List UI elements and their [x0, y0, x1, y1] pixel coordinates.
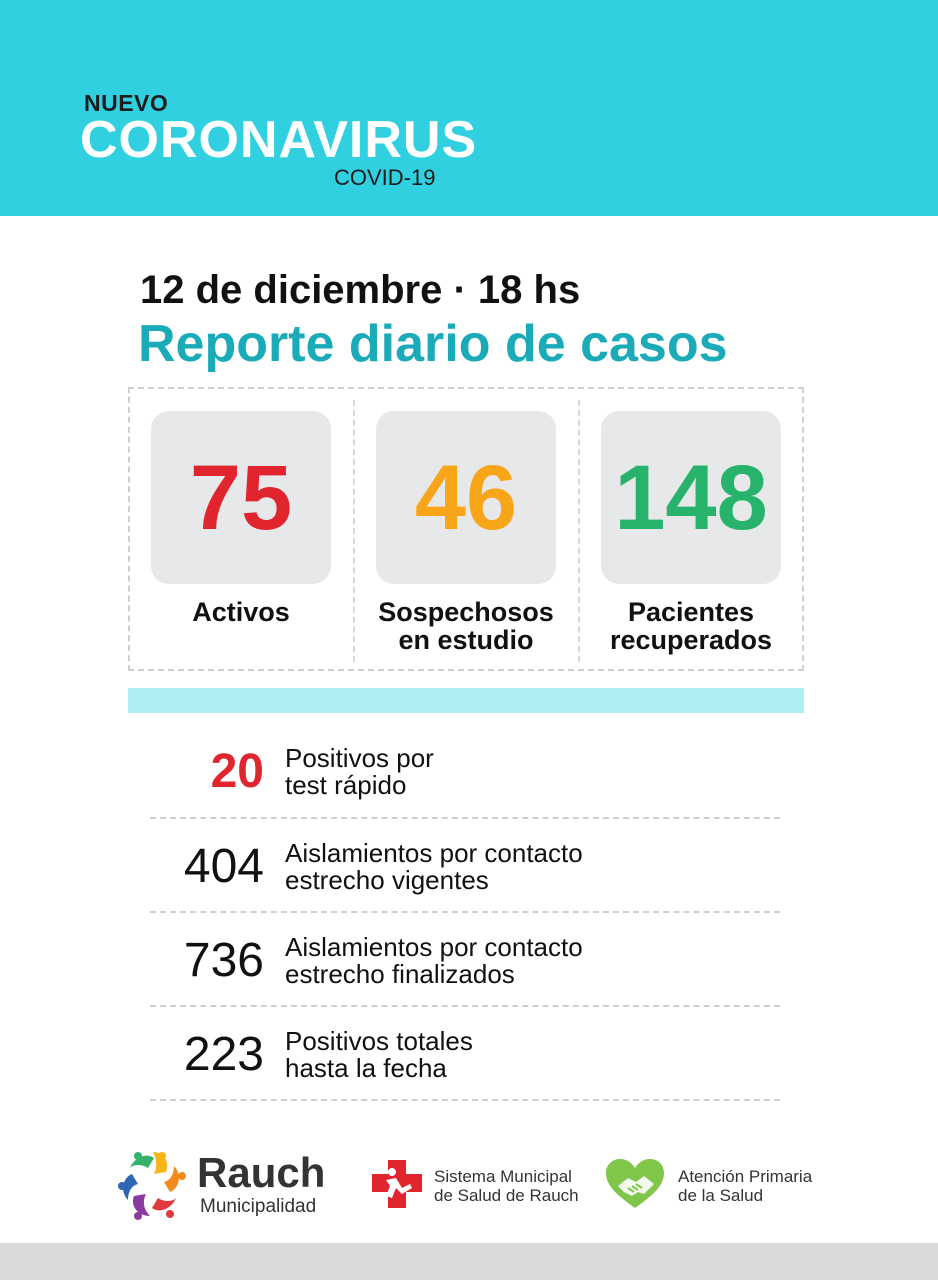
row-label-line: test rápido — [285, 770, 407, 800]
row-label-line: estrecho vigentes — [285, 865, 489, 895]
header-banner: NUEVO CORONAVIRUS COVID-19 — [0, 0, 938, 216]
sistema-salud-label: Sistema Municipal de Salud de Rauch — [434, 1167, 579, 1205]
row-separator — [150, 1099, 780, 1101]
row-label-line: Aislamientos por contacto — [285, 932, 583, 962]
row-label-test-rapido: Positivos por test rápido — [285, 745, 434, 799]
row-label-aislamientos-finalizados: Aislamientos por contacto estrecho final… — [285, 934, 583, 988]
row-separator — [150, 911, 780, 913]
stat-label-line: recuperados — [609, 625, 773, 655]
stat-label-recuperados: Pacientes recuperados — [579, 598, 803, 654]
rauch-name: Rauch — [197, 1149, 326, 1196]
rauch-logo-icon — [118, 1152, 186, 1220]
stat-card-activos: 75 — [151, 411, 331, 584]
row-label-line: Positivos por — [285, 743, 434, 773]
stat-label-sospechosos: Sospechosos en estudio — [354, 598, 578, 654]
header-nuevo: NUEVO — [84, 90, 169, 116]
health-cross-icon — [372, 1160, 422, 1208]
stats-panel — [128, 387, 804, 671]
row-label-line: hasta la fecha — [285, 1053, 447, 1083]
stat-label-line: Activos — [192, 597, 290, 627]
row-separator — [150, 1005, 780, 1007]
stat-value-recuperados: 148 — [614, 446, 768, 549]
atencion-primaria-line: de la Salud — [678, 1186, 764, 1205]
row-value-test-rapido: 20 — [210, 745, 264, 798]
header-covid: COVID-19 — [334, 165, 436, 190]
row-label-line: Positivos totales — [285, 1026, 473, 1056]
stat-label-line: Sospechosos — [378, 597, 554, 627]
report-date: 12 de diciembre · 18 hs — [140, 268, 581, 312]
row-label-line: estrecho finalizados — [285, 959, 515, 989]
handshake-heart-icon — [606, 1159, 664, 1208]
bottom-bar — [0, 1243, 938, 1280]
stat-value-activos: 75 — [189, 446, 293, 549]
section-divider-bar — [128, 688, 804, 713]
sistema-salud-line: Sistema Municipal — [434, 1167, 572, 1186]
row-label-aislamientos-vigentes: Aislamientos por contacto estrecho vigen… — [285, 840, 583, 894]
row-label-line: Aislamientos por contacto — [285, 838, 583, 868]
row-value-aislamientos-finalizados: 736 — [183, 934, 264, 987]
stats-divider — [353, 400, 355, 662]
atencion-primaria-line: Atención Primaria — [678, 1167, 813, 1186]
sistema-salud-line: de Salud de Rauch — [434, 1186, 579, 1205]
row-value-aislamientos-vigentes: 404 — [183, 840, 264, 893]
report-title: Reporte diario de casos — [138, 315, 728, 373]
header-coronavirus: CORONAVIRUS — [80, 111, 478, 169]
stat-label-line: en estudio — [398, 625, 534, 655]
rauch-subtitle: Municipalidad — [200, 1196, 317, 1217]
stat-label-line: Pacientes — [627, 597, 755, 627]
row-value-positivos-totales: 223 — [183, 1028, 264, 1081]
stats-divider — [578, 400, 580, 662]
stat-value-sospechosos: 46 — [414, 446, 518, 549]
atencion-primaria-label: Atención Primaria de la Salud — [678, 1167, 812, 1205]
stat-card-recuperados: 148 — [601, 411, 781, 584]
row-label-positivos-totales: Positivos totales hasta la fecha — [285, 1028, 473, 1082]
row-separator — [150, 817, 780, 819]
stat-card-sospechosos: 46 — [376, 411, 556, 584]
stat-label-activos: Activos — [129, 598, 353, 626]
